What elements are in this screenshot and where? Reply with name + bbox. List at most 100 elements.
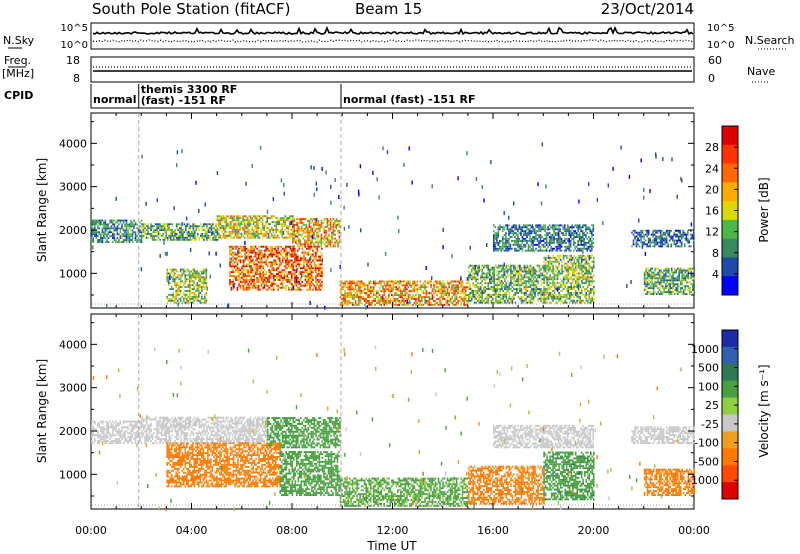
data-cell xyxy=(386,300,389,302)
data-cell xyxy=(248,275,251,277)
data-cell xyxy=(298,245,301,248)
data-cell xyxy=(587,299,589,302)
data-cell xyxy=(196,270,199,273)
data-cell xyxy=(328,220,330,222)
data-cell xyxy=(256,267,258,270)
data-cell xyxy=(94,235,96,238)
data-cell xyxy=(235,275,237,277)
data-cell xyxy=(303,255,305,258)
data-cell xyxy=(577,249,579,252)
data-cell xyxy=(262,277,264,279)
data-cell xyxy=(532,292,535,294)
data-cell xyxy=(209,238,211,241)
data-cell xyxy=(98,239,101,241)
data-cell xyxy=(478,295,480,298)
data-cell xyxy=(571,278,574,281)
data-cell xyxy=(281,227,283,229)
data-cell xyxy=(520,270,523,273)
data-cell xyxy=(517,288,520,290)
data-cell xyxy=(476,288,479,290)
data-cell xyxy=(334,225,336,228)
data-cell xyxy=(264,215,267,218)
data-cell xyxy=(329,243,332,246)
data-cell xyxy=(416,284,419,287)
data-cell xyxy=(91,231,93,234)
data-cell xyxy=(122,227,125,230)
data-cell xyxy=(249,234,252,237)
data-cell xyxy=(231,228,234,231)
data-cell xyxy=(427,280,429,283)
data-cell xyxy=(556,224,558,227)
data-cell xyxy=(448,303,450,306)
data-cell xyxy=(177,238,179,241)
data-cell xyxy=(94,219,96,222)
data-cell xyxy=(476,282,479,285)
data-cell xyxy=(569,241,572,244)
data-cell xyxy=(162,223,164,226)
data-cell xyxy=(242,221,244,223)
data-cell xyxy=(392,294,395,296)
data-cell xyxy=(584,278,586,281)
data-cell xyxy=(347,301,349,304)
data-cell xyxy=(189,227,192,230)
data-cell xyxy=(285,253,287,256)
data-cell xyxy=(526,266,529,269)
data-cell xyxy=(241,247,243,250)
data-cell xyxy=(130,235,132,238)
data-cell xyxy=(186,286,188,288)
data-cell xyxy=(150,233,152,235)
data-cell xyxy=(257,219,259,222)
data-cell xyxy=(511,282,514,285)
data-cell xyxy=(454,294,456,296)
data-cell xyxy=(587,284,589,287)
data-cell xyxy=(448,294,450,296)
data-cell xyxy=(513,268,515,271)
data-cell xyxy=(510,278,512,281)
data-cell xyxy=(593,290,595,292)
data-cell xyxy=(321,282,323,285)
data-cell xyxy=(233,217,235,220)
data-cell xyxy=(201,276,203,279)
data-cell xyxy=(265,263,267,266)
data-cell xyxy=(255,232,258,235)
data-cell xyxy=(413,296,416,298)
data-cell xyxy=(472,295,474,298)
data-cell xyxy=(431,288,434,291)
data-cell xyxy=(356,290,358,293)
data-cell xyxy=(274,253,276,256)
data-cell xyxy=(304,269,307,272)
data-cell xyxy=(294,257,296,260)
data-cell xyxy=(307,273,310,275)
data-cell xyxy=(326,222,329,224)
data-cell xyxy=(95,233,98,236)
data-cell xyxy=(210,227,213,230)
data-cell xyxy=(401,280,404,283)
data-cell xyxy=(354,300,357,302)
data-cell xyxy=(192,297,194,300)
data-cell xyxy=(359,301,361,304)
data-cell xyxy=(479,292,482,294)
data-cell xyxy=(518,245,521,248)
data-cell xyxy=(254,284,257,287)
data-cell xyxy=(259,257,261,260)
data-cell xyxy=(425,301,428,304)
data-cell xyxy=(404,282,407,285)
data-cell xyxy=(493,293,496,296)
data-cell xyxy=(128,233,131,236)
data-cell xyxy=(315,255,317,258)
data-cell xyxy=(206,236,208,239)
data-cell xyxy=(293,229,296,232)
data-cell xyxy=(452,280,455,283)
data-cell xyxy=(236,219,238,222)
data-cell xyxy=(313,235,315,238)
data-cell xyxy=(125,231,128,234)
data-cell xyxy=(204,231,207,233)
data-cell xyxy=(274,255,276,258)
data-cell xyxy=(535,270,538,273)
data-cell xyxy=(547,264,550,267)
data-cell xyxy=(506,240,509,242)
data-cell xyxy=(520,243,522,246)
data-cell xyxy=(521,230,524,233)
data-cell xyxy=(392,303,395,306)
data-cell xyxy=(91,235,93,238)
